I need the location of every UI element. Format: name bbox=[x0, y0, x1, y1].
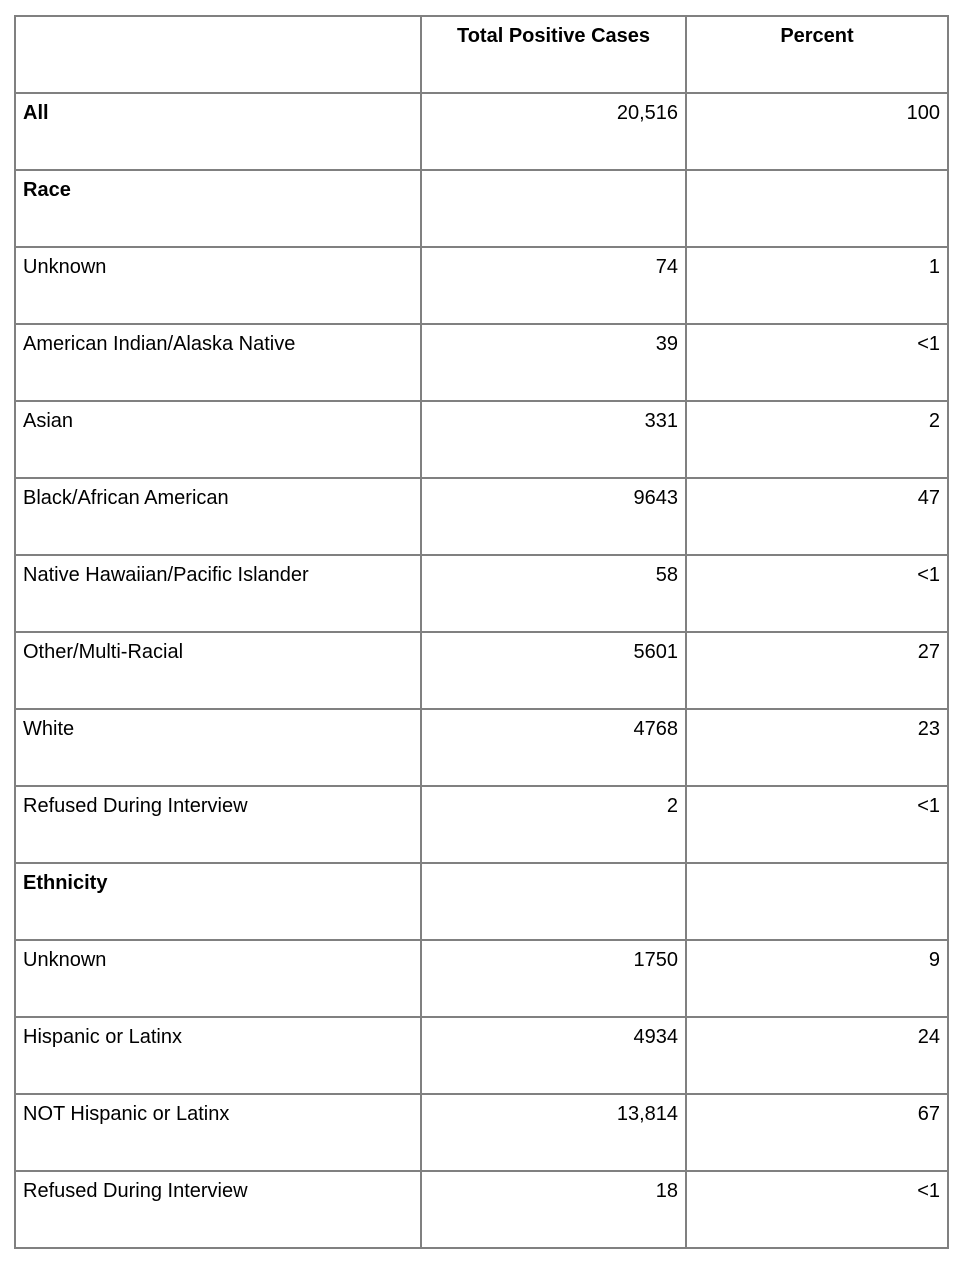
row-percent-value: 67 bbox=[685, 1093, 949, 1172]
table-row: Race bbox=[14, 169, 949, 248]
row-cases-value: 13,814 bbox=[420, 1093, 687, 1172]
row-cases-value: 331 bbox=[420, 400, 687, 479]
row-label: White bbox=[14, 708, 422, 787]
table-row: Other/Multi-Racial 5601 27 bbox=[14, 631, 949, 710]
row-percent-value bbox=[685, 862, 949, 941]
row-cases-value: 39 bbox=[420, 323, 687, 402]
row-label: NOT Hispanic or Latinx bbox=[14, 1093, 422, 1172]
row-percent-value: 27 bbox=[685, 631, 949, 710]
row-percent-value: 100 bbox=[685, 92, 949, 171]
header-total-positive-cases: Total Positive Cases bbox=[420, 15, 687, 94]
row-label: Race bbox=[14, 169, 422, 248]
table-row: Ethnicity bbox=[14, 862, 949, 941]
row-percent-value: 47 bbox=[685, 477, 949, 556]
row-percent-value bbox=[685, 169, 949, 248]
row-label: Refused During Interview bbox=[14, 1170, 422, 1249]
table-row: Refused During Interview 18 <1 bbox=[14, 1170, 949, 1249]
row-cases-value: 9643 bbox=[420, 477, 687, 556]
row-label: Unknown bbox=[14, 246, 422, 325]
row-cases-value: 4768 bbox=[420, 708, 687, 787]
row-label: Other/Multi-Racial bbox=[14, 631, 422, 710]
row-percent-value: <1 bbox=[685, 554, 949, 633]
row-label: All bbox=[14, 92, 422, 171]
row-label: Native Hawaiian/Pacific Islander bbox=[14, 554, 422, 633]
row-percent-value: <1 bbox=[685, 1170, 949, 1249]
table-row: White 4768 23 bbox=[14, 708, 949, 787]
row-percent-value: 1 bbox=[685, 246, 949, 325]
table-row: Unknown 1750 9 bbox=[14, 939, 949, 1018]
row-label: Black/African American bbox=[14, 477, 422, 556]
row-cases-value: 4934 bbox=[420, 1016, 687, 1095]
table-row: Unknown 74 1 bbox=[14, 246, 949, 325]
header-empty-cell bbox=[14, 15, 422, 94]
row-cases-value bbox=[420, 862, 687, 941]
table-row: Native Hawaiian/Pacific Islander 58 <1 bbox=[14, 554, 949, 633]
row-cases-value: 18 bbox=[420, 1170, 687, 1249]
row-percent-value: 24 bbox=[685, 1016, 949, 1095]
row-percent-value: 23 bbox=[685, 708, 949, 787]
table-row: NOT Hispanic or Latinx 13,814 67 bbox=[14, 1093, 949, 1172]
row-label: American Indian/Alaska Native bbox=[14, 323, 422, 402]
row-cases-value: 1750 bbox=[420, 939, 687, 1018]
row-percent-value: 2 bbox=[685, 400, 949, 479]
table-row: American Indian/Alaska Native 39 <1 bbox=[14, 323, 949, 402]
row-cases-value: 58 bbox=[420, 554, 687, 633]
row-cases-value bbox=[420, 169, 687, 248]
table-row: All 20,516 100 bbox=[14, 92, 949, 171]
row-label: Hispanic or Latinx bbox=[14, 1016, 422, 1095]
row-cases-value: 20,516 bbox=[420, 92, 687, 171]
header-percent: Percent bbox=[685, 15, 949, 94]
table-row: Asian 331 2 bbox=[14, 400, 949, 479]
row-cases-value: 2 bbox=[420, 785, 687, 864]
row-percent-value: 9 bbox=[685, 939, 949, 1018]
row-percent-value: <1 bbox=[685, 323, 949, 402]
row-label: Ethnicity bbox=[14, 862, 422, 941]
table-row: Black/African American 9643 47 bbox=[14, 477, 949, 556]
row-percent-value: <1 bbox=[685, 785, 949, 864]
header-row: Total Positive Cases Percent bbox=[14, 15, 949, 94]
row-label: Asian bbox=[14, 400, 422, 479]
row-label: Refused During Interview bbox=[14, 785, 422, 864]
positive-cases-table: Total Positive Cases Percent All 20,516 … bbox=[14, 15, 949, 1249]
row-label: Unknown bbox=[14, 939, 422, 1018]
row-cases-value: 74 bbox=[420, 246, 687, 325]
row-cases-value: 5601 bbox=[420, 631, 687, 710]
table-row: Refused During Interview 2 <1 bbox=[14, 785, 949, 864]
table-row: Hispanic or Latinx 4934 24 bbox=[14, 1016, 949, 1095]
table-body: All 20,516 100 Race Unknown 74 1 America… bbox=[14, 92, 949, 1249]
